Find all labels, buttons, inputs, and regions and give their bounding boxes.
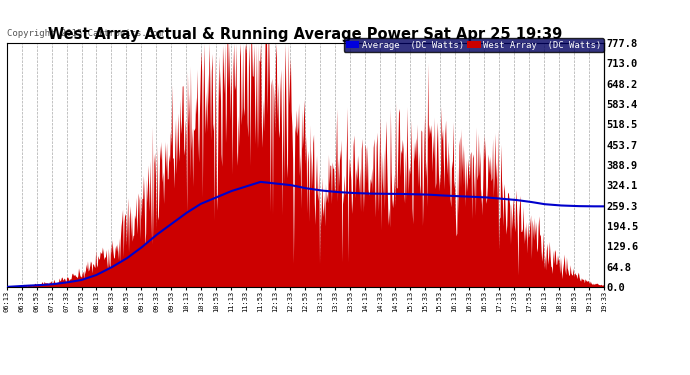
Text: Copyright 2015 Cartronics.com: Copyright 2015 Cartronics.com: [7, 29, 163, 38]
Title: West Array Actual & Running Average Power Sat Apr 25 19:39: West Array Actual & Running Average Powe…: [48, 27, 562, 42]
Legend: Average  (DC Watts), West Array  (DC Watts): Average (DC Watts), West Array (DC Watts…: [344, 38, 604, 52]
